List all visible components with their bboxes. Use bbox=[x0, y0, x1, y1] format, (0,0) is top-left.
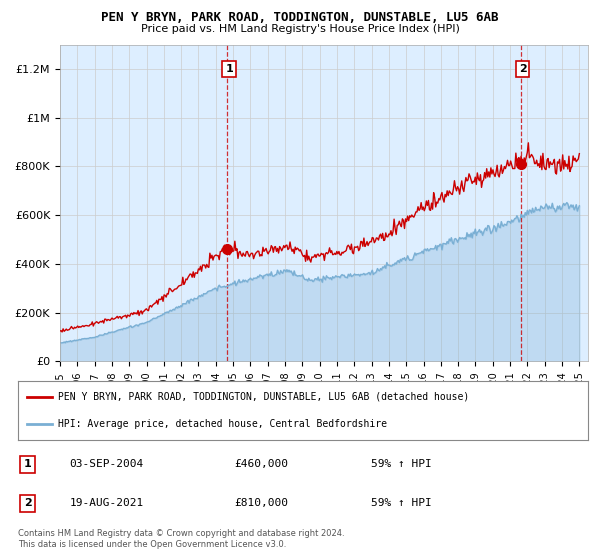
Text: £460,000: £460,000 bbox=[235, 459, 289, 469]
Text: 03-SEP-2004: 03-SEP-2004 bbox=[70, 459, 143, 469]
Text: Contains HM Land Registry data © Crown copyright and database right 2024.
This d: Contains HM Land Registry data © Crown c… bbox=[18, 529, 344, 549]
Text: 19-AUG-2021: 19-AUG-2021 bbox=[70, 498, 143, 508]
Text: Price paid vs. HM Land Registry's House Price Index (HPI): Price paid vs. HM Land Registry's House … bbox=[140, 24, 460, 34]
Text: PEN Y BRYN, PARK ROAD, TODDINGTON, DUNSTABLE, LU5 6AB: PEN Y BRYN, PARK ROAD, TODDINGTON, DUNST… bbox=[101, 11, 499, 24]
Text: 2: 2 bbox=[519, 64, 527, 74]
Text: 1: 1 bbox=[225, 64, 233, 74]
Text: HPI: Average price, detached house, Central Bedfordshire: HPI: Average price, detached house, Cent… bbox=[58, 419, 387, 429]
Text: 1: 1 bbox=[24, 459, 31, 469]
Text: 59% ↑ HPI: 59% ↑ HPI bbox=[371, 459, 432, 469]
Text: 2: 2 bbox=[24, 498, 31, 508]
Text: PEN Y BRYN, PARK ROAD, TODDINGTON, DUNSTABLE, LU5 6AB (detached house): PEN Y BRYN, PARK ROAD, TODDINGTON, DUNST… bbox=[58, 391, 469, 402]
Text: £810,000: £810,000 bbox=[235, 498, 289, 508]
Text: 59% ↑ HPI: 59% ↑ HPI bbox=[371, 498, 432, 508]
